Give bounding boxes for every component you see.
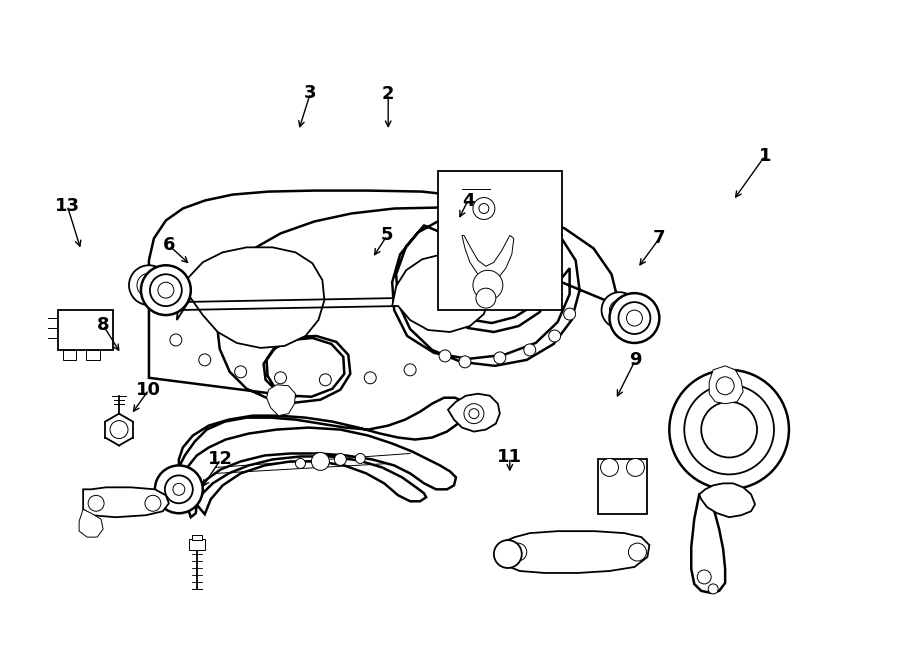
Circle shape xyxy=(295,459,305,469)
Circle shape xyxy=(469,408,479,418)
Circle shape xyxy=(137,273,161,297)
Circle shape xyxy=(701,402,757,457)
Circle shape xyxy=(170,334,182,346)
Text: 13: 13 xyxy=(55,196,80,215)
Circle shape xyxy=(155,465,202,513)
Circle shape xyxy=(618,302,651,334)
Circle shape xyxy=(110,420,128,438)
Circle shape xyxy=(698,570,711,584)
Circle shape xyxy=(129,265,169,305)
Text: 6: 6 xyxy=(163,237,176,254)
Circle shape xyxy=(274,372,286,384)
Circle shape xyxy=(708,584,718,594)
Circle shape xyxy=(320,374,331,386)
Polygon shape xyxy=(86,350,100,360)
Circle shape xyxy=(150,274,182,306)
Bar xyxy=(438,171,562,310)
Circle shape xyxy=(311,453,329,471)
Circle shape xyxy=(165,475,193,503)
Circle shape xyxy=(158,282,174,298)
Bar xyxy=(598,459,647,514)
Polygon shape xyxy=(79,509,104,537)
Circle shape xyxy=(472,270,503,300)
Polygon shape xyxy=(83,487,169,517)
Circle shape xyxy=(494,540,522,568)
Bar xyxy=(192,535,202,540)
Bar xyxy=(58,310,113,350)
Circle shape xyxy=(479,204,489,214)
Circle shape xyxy=(670,370,789,489)
Circle shape xyxy=(464,404,484,424)
Polygon shape xyxy=(63,350,76,360)
Circle shape xyxy=(235,366,247,378)
Text: 2: 2 xyxy=(382,85,394,103)
Circle shape xyxy=(494,352,506,364)
Circle shape xyxy=(549,330,561,342)
Polygon shape xyxy=(266,385,295,416)
Circle shape xyxy=(476,288,496,308)
Circle shape xyxy=(508,543,526,561)
Circle shape xyxy=(609,300,629,320)
Polygon shape xyxy=(148,190,619,403)
Text: 5: 5 xyxy=(381,227,393,245)
Circle shape xyxy=(563,308,576,320)
Text: 10: 10 xyxy=(137,381,161,399)
Circle shape xyxy=(472,198,495,219)
Polygon shape xyxy=(691,493,725,593)
Circle shape xyxy=(609,293,660,343)
Circle shape xyxy=(173,483,184,495)
Circle shape xyxy=(600,459,618,477)
Polygon shape xyxy=(176,398,468,517)
Text: 12: 12 xyxy=(208,450,233,469)
Polygon shape xyxy=(392,254,490,332)
Text: 8: 8 xyxy=(97,316,110,334)
Circle shape xyxy=(628,543,646,561)
Text: 4: 4 xyxy=(462,192,474,210)
Circle shape xyxy=(364,372,376,384)
Text: 11: 11 xyxy=(498,448,522,467)
Circle shape xyxy=(356,453,365,463)
Text: 7: 7 xyxy=(653,229,666,247)
Text: 3: 3 xyxy=(304,84,317,102)
Circle shape xyxy=(601,292,637,328)
Circle shape xyxy=(524,344,536,356)
Circle shape xyxy=(626,310,643,326)
Polygon shape xyxy=(448,394,500,432)
Circle shape xyxy=(684,385,774,475)
Bar xyxy=(189,539,205,550)
Circle shape xyxy=(459,356,471,368)
Circle shape xyxy=(439,350,451,362)
Circle shape xyxy=(626,459,644,477)
Circle shape xyxy=(404,364,416,376)
Polygon shape xyxy=(709,366,743,404)
Text: 9: 9 xyxy=(629,351,642,369)
Circle shape xyxy=(335,453,346,465)
Polygon shape xyxy=(699,483,755,517)
Text: 1: 1 xyxy=(759,147,771,165)
Polygon shape xyxy=(503,531,650,573)
Circle shape xyxy=(199,354,211,366)
Circle shape xyxy=(88,495,104,511)
Polygon shape xyxy=(462,235,514,280)
Circle shape xyxy=(716,377,734,395)
Circle shape xyxy=(145,495,161,511)
Circle shape xyxy=(141,265,191,315)
Polygon shape xyxy=(176,247,324,348)
